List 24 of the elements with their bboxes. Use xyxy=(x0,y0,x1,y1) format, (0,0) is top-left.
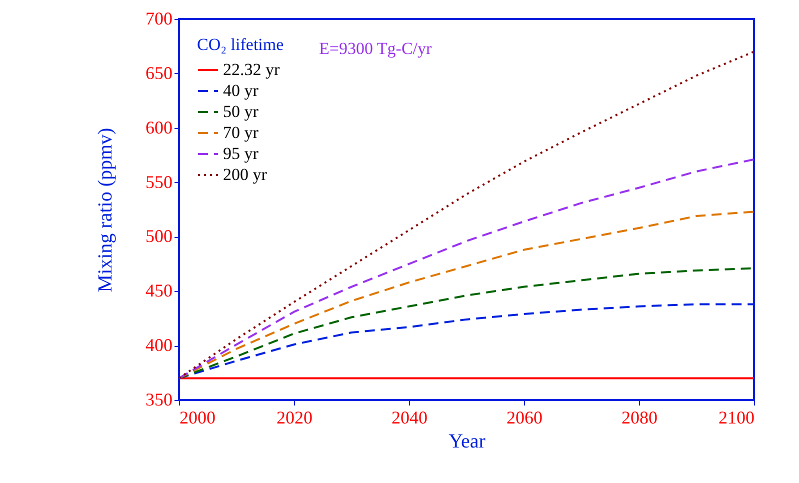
y-tick-label: 650 xyxy=(146,62,172,83)
legend-title: CO₂ lifetime xyxy=(197,35,284,54)
x-axis-title: Year xyxy=(448,430,486,452)
x-tick-label: 2060 xyxy=(506,408,542,428)
y-tick-label: 450 xyxy=(146,280,172,301)
y-axis-title: Mixing ratio (ppmv) xyxy=(94,128,116,292)
legend-label: 95 yr xyxy=(223,144,259,163)
legend-label: 70 yr xyxy=(223,123,259,142)
y-tick-label: 700 xyxy=(146,8,172,28)
x-tick-label: 2100 xyxy=(718,408,754,428)
x-tick-label: 2000 xyxy=(180,408,216,428)
x-tick-label: 2080 xyxy=(622,408,658,428)
legend-label: 40 yr xyxy=(223,81,259,100)
legend-label: 50 yr xyxy=(223,102,259,121)
annotation: E=9300 Tg-C/yr xyxy=(319,39,432,58)
legend-label: 200 yr xyxy=(223,165,268,184)
x-tick-label: 2040 xyxy=(392,408,428,428)
y-tick-label: 600 xyxy=(146,117,172,138)
y-tick-label: 550 xyxy=(146,172,172,192)
y-tick-label: 400 xyxy=(146,335,172,356)
x-tick-label: 2020 xyxy=(276,408,312,428)
legend-label: 22.32 yr xyxy=(223,60,280,79)
y-tick-label: 500 xyxy=(146,226,172,246)
y-tick-label: 350 xyxy=(146,390,172,410)
